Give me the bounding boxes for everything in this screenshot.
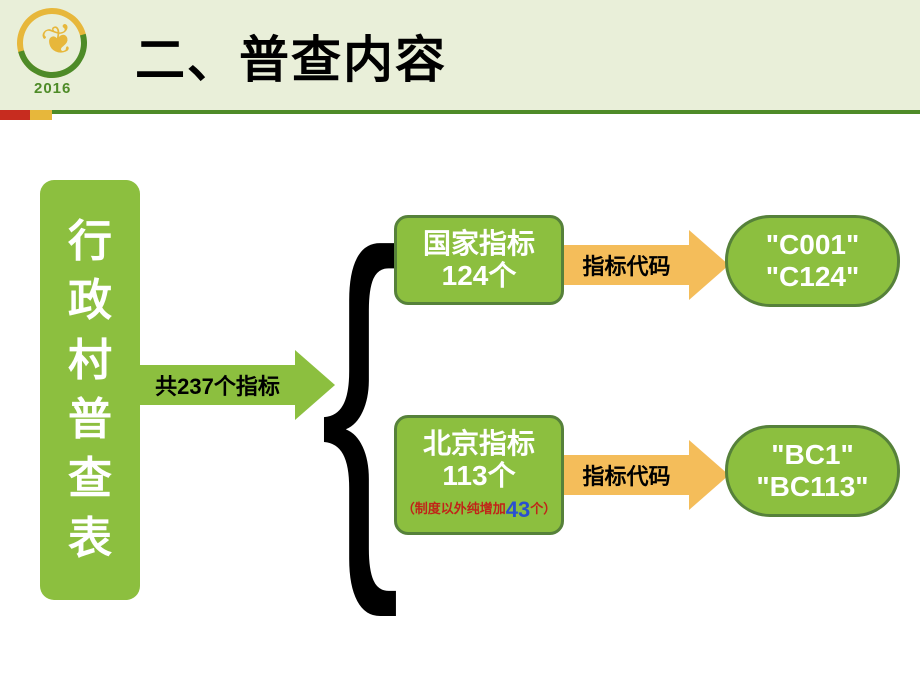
header-underline-green: [52, 110, 920, 114]
page-title: 二、普查内容: [135, 20, 447, 92]
note-pre: （制度以外纯增加: [402, 501, 506, 516]
main-survey-box: 行政村普查表: [40, 180, 140, 600]
national-indicator-line1: 国家指标: [423, 228, 535, 260]
main-box-char: 政: [68, 271, 112, 330]
national-indicator-box: 国家指标 124个: [394, 215, 564, 305]
code-range-beijing: "BC1" "BC113": [725, 425, 900, 517]
arrow-code-bottom-label: 指标代码: [564, 455, 689, 495]
code-range-national: "C001" "C124": [725, 215, 900, 307]
header-underline-yellow: [30, 110, 52, 120]
main-box-char: 普: [68, 390, 112, 449]
main-box-char: 查: [68, 449, 112, 508]
arrow-total-label: 共237个指标: [140, 365, 295, 405]
note-post: 个）: [530, 501, 556, 516]
code-beijing-line2: "BC113": [756, 471, 868, 503]
note-number: 43: [506, 497, 530, 522]
arrow-head-icon: [689, 230, 729, 300]
code-national-line2: "C124": [766, 261, 860, 293]
beijing-indicator-box: 北京指标 113个 （制度以外纯增加43个）: [394, 415, 564, 535]
main-box-char: 表: [68, 509, 112, 568]
arrow-head-icon: [689, 440, 729, 510]
header-underline-red: [0, 110, 30, 120]
code-beijing-line1: "BC1": [771, 439, 854, 471]
main-box-char: 村: [68, 331, 112, 390]
arrow-code-top-label: 指标代码: [564, 245, 689, 285]
beijing-indicator-line2: 113个: [442, 460, 515, 492]
main-box-char: 行: [68, 212, 112, 271]
arrow-code-bottom: 指标代码: [564, 440, 729, 510]
national-indicator-line2: 124个: [442, 260, 517, 292]
arrow-total-indicators: 共237个指标: [140, 350, 335, 420]
code-national-line1: "C001": [766, 229, 860, 261]
beijing-indicator-note: （制度以外纯增加43个）: [402, 497, 557, 522]
curly-brace-icon: {: [320, 195, 400, 595]
beijing-indicator-line1: 北京指标: [423, 428, 535, 460]
logo: ❦ 2016: [12, 8, 92, 98]
arrow-code-top: 指标代码: [564, 230, 729, 300]
logo-year: 2016: [34, 80, 71, 97]
